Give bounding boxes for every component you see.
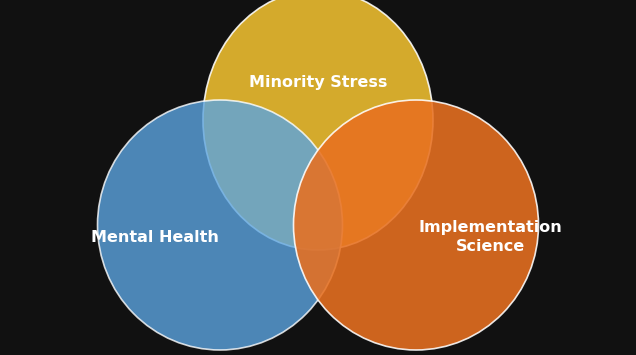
Text: Mental Health: Mental Health <box>91 229 219 245</box>
Ellipse shape <box>97 100 343 350</box>
Ellipse shape <box>293 100 539 350</box>
Text: Minority Stress: Minority Stress <box>249 76 387 91</box>
Ellipse shape <box>203 0 433 250</box>
Text: Implementation
Science: Implementation Science <box>418 220 562 254</box>
